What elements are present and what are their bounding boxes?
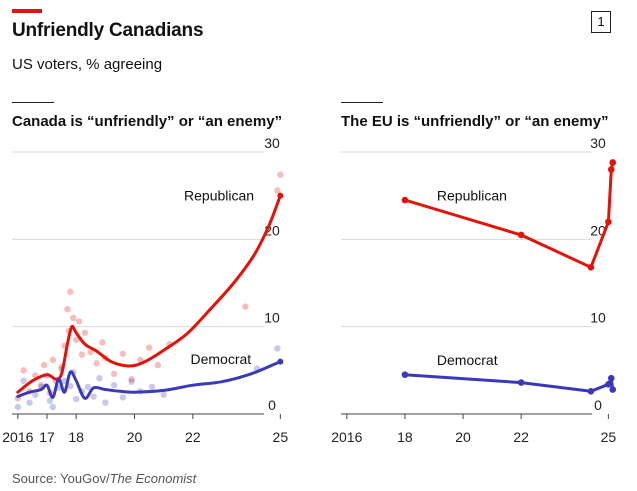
panel-1-x-tick-label-2016: 2016 bbox=[2, 429, 33, 445]
panel-1-democrat-scatter-point-1 bbox=[20, 377, 27, 385]
source-publication: The Economist bbox=[109, 471, 197, 486]
panel-1-republican-scatter-point-27 bbox=[145, 344, 153, 351]
panel-1-x-tick-label-2025: 25 bbox=[273, 429, 289, 445]
panel-2-democrat-point-3 bbox=[605, 381, 612, 388]
panel-2-republican-point-1 bbox=[517, 231, 525, 239]
panel-1-democrat-scatter-point-3 bbox=[32, 391, 39, 398]
panel-1-democrat-scatter-point-23 bbox=[148, 383, 156, 391]
panel-1-marker bbox=[12, 102, 54, 103]
panel-2-democrat-label: Democrat bbox=[437, 352, 498, 368]
panel-1-republican-end-point bbox=[277, 192, 284, 199]
panel-1-republican-scatter-point-16 bbox=[75, 318, 83, 325]
panel-2-republican-point-2 bbox=[587, 263, 595, 271]
panel-2-republican-line bbox=[403, 161, 615, 269]
panel-1-democrat-scatter-point-15 bbox=[84, 383, 92, 391]
panel-1-democrat-scatter-point-26 bbox=[274, 345, 281, 352]
panel-1-democrat-scatter-point-13 bbox=[72, 395, 80, 403]
panel-1-republican-scatter-point-11 bbox=[64, 306, 71, 313]
panel-2-x-tick-label-2022: 22 bbox=[513, 429, 529, 445]
panel-1-x-tick-label-2020: 20 bbox=[127, 429, 143, 445]
panel-1-republican-scatter-point-20 bbox=[93, 360, 100, 367]
panel-1-republican-scatter-point-15 bbox=[72, 336, 80, 343]
panel-1-republican-scatter-point-17 bbox=[78, 351, 86, 358]
panel-1-democrat-end-point bbox=[277, 358, 284, 365]
panel-2-marker bbox=[341, 102, 383, 103]
panel-2-y-tick-label-10: 10 bbox=[590, 310, 606, 326]
panel-1-republican-scatter-point-24 bbox=[119, 350, 127, 357]
panel-1-democrat-scatter-point-16 bbox=[90, 393, 97, 400]
panel-1-x-tick-label-2017: 17 bbox=[39, 429, 55, 445]
panel-1-democrat-label: Democrat bbox=[190, 351, 251, 367]
panel-1-democrat-scatter-point-7 bbox=[49, 403, 57, 411]
panel-1-y-tick-label-30: 30 bbox=[264, 135, 280, 151]
panel-2-x-tick-label-2018: 18 bbox=[397, 429, 413, 445]
panel-2-democrat-point-5 bbox=[609, 386, 617, 393]
panel-1-republican-scatter-point-31 bbox=[274, 187, 281, 194]
panel-1-democrat-line bbox=[16, 360, 282, 400]
panel-1-democrat-scatter-point-21 bbox=[128, 378, 135, 385]
panel-1-democrat-scatter-point-20 bbox=[119, 394, 127, 401]
panel-1-democrat-scatter-point-2 bbox=[26, 399, 33, 406]
panel-2-democrat-point-1 bbox=[517, 379, 525, 386]
panel-1-democrat-scatter-point-6 bbox=[46, 397, 54, 405]
panel-2-title: The EU is “unfriendly” or “an enemy” bbox=[341, 113, 609, 130]
panel-1-republican-scatter-point-32 bbox=[277, 171, 284, 178]
panel-1-democrat-scatter-point-24 bbox=[160, 391, 167, 398]
panel-1-republican-scatter-point-7 bbox=[49, 356, 57, 364]
panel-2-x-tick-label-2025: 25 bbox=[601, 429, 617, 445]
chart-title: Unfriendly Canadians bbox=[12, 20, 204, 41]
panel-1-republican-scatter-point-14 bbox=[70, 314, 77, 322]
panel-1-y-tick-label-0: 0 bbox=[268, 397, 276, 413]
panel-1-republican-scatter-point-25 bbox=[128, 375, 135, 383]
panel-1-democrat-scatter-point-18 bbox=[102, 399, 109, 406]
source-note: Source: YouGov/The Economist bbox=[12, 471, 196, 486]
panel-2-republican-point-0 bbox=[401, 196, 409, 204]
panel-1-republican-label: Republican bbox=[184, 188, 254, 204]
panel-1-republican-scatter-point-19 bbox=[87, 348, 94, 356]
panel-2-y-tick-label-0: 0 bbox=[594, 397, 602, 413]
panel-1-democrat-scatter-point-17 bbox=[96, 374, 103, 382]
panel-1-democrat-scatter-point-19 bbox=[110, 381, 118, 389]
panel-1-title: Canada is “unfriendly” or “an enemy” bbox=[12, 113, 283, 130]
panel-1-democrat-scatter-point-0 bbox=[14, 403, 22, 411]
panel-2-x-tick-label-2020: 20 bbox=[455, 429, 471, 445]
panel-1-republican-scatter-point-23 bbox=[110, 370, 118, 378]
panel-1-republican-scatter-point-28 bbox=[154, 361, 162, 369]
panel-2-x-tick-label-2016: 2016 bbox=[331, 429, 362, 445]
panel-2-republican-label: Republican bbox=[437, 188, 507, 204]
panel-1-republican-scatter-point-13 bbox=[67, 288, 74, 295]
panel-1-republican-line bbox=[16, 194, 282, 394]
panel-1-republican-scatter-point-5 bbox=[40, 361, 48, 369]
panel-1-republican-scatter-point-21 bbox=[99, 339, 106, 346]
brand-accent-bar bbox=[12, 9, 42, 13]
panel-1-x-tick-label-2022: 22 bbox=[185, 429, 201, 445]
panel-2-republican-point-3 bbox=[605, 218, 612, 226]
panel-2-republican-point-5 bbox=[609, 159, 617, 166]
panel-2-democrat-point-2 bbox=[587, 387, 595, 395]
panel-1-republican-scatter-point-30 bbox=[242, 303, 249, 310]
panel-1-republican-scatter-point-18 bbox=[81, 329, 89, 336]
panel-1-democrat-scatter-point-11 bbox=[67, 382, 74, 390]
panel-1-x-tick-label-2018: 18 bbox=[68, 429, 84, 445]
panel-2-y-tick-label-30: 30 bbox=[590, 135, 606, 151]
panel-1-republican-scatter-point-1 bbox=[20, 367, 27, 374]
panel-2-democrat-line bbox=[403, 373, 615, 393]
panel-2-democrat-point-0 bbox=[401, 371, 409, 379]
chart-subtitle: US voters, % agreeing bbox=[12, 56, 163, 73]
panel-2-democrat-point-4 bbox=[607, 374, 615, 382]
source-prefix: Source: YouGov/ bbox=[12, 471, 110, 486]
panel-1-y-tick-label-10: 10 bbox=[264, 310, 280, 326]
panel-2-republican-point-4 bbox=[607, 166, 615, 173]
chart-number-badge: 1 bbox=[591, 11, 611, 33]
